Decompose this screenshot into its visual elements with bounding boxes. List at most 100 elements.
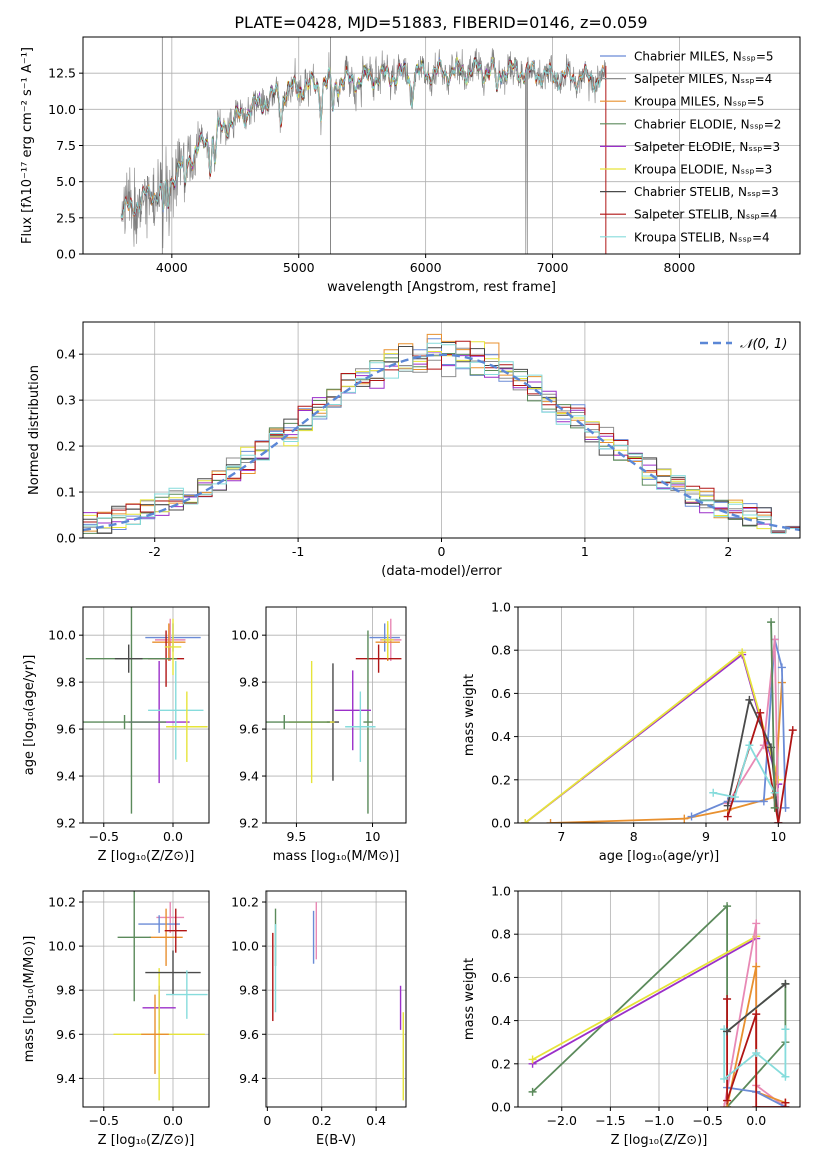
mass-weight-marker <box>752 962 761 971</box>
legend-label: Salpeter MILES, Nₛₛₚ=4 <box>634 72 772 86</box>
plot-marks <box>528 902 790 1107</box>
x-tick-label: 7 <box>557 829 565 844</box>
y-tick-label: 0.1 <box>56 485 76 500</box>
y-tick-label: 0.2 <box>56 439 76 454</box>
mass-weight-marker <box>723 1096 732 1105</box>
x-axis-label: Z [log₁₀(Z/Z⊙)] <box>611 1133 708 1148</box>
mass-weight-marker <box>723 1027 732 1036</box>
x-tick-label: 10 <box>365 829 381 844</box>
y-tick-label: 10.0 <box>48 628 76 643</box>
x-axis-label: age [log₁₀(age/yr)] <box>599 849 720 864</box>
y-tick-label: 9.2 <box>56 816 76 831</box>
mass-weight-marker <box>759 797 768 806</box>
mass-weight-marker <box>752 1049 761 1057</box>
mass-weight-marker <box>752 1103 761 1107</box>
mass-weight-vs-age-plot: 7 8 9 10 0.0 0.2 0.4 0.6 0.8 1.0 age [log₁₀(age/yr… <box>462 600 801 864</box>
x-tick-label: -1 <box>292 544 304 559</box>
residuals-legend: 𝒩(0, 1) <box>700 337 787 352</box>
chart-panels: 4000 5000 6000 7000 80000.02.55.07.510.012.5… <box>20 36 801 1148</box>
mass-weight-marker <box>709 788 718 797</box>
mass-weight-marker <box>759 741 768 750</box>
axes-frame <box>82 36 801 255</box>
x-tick-label: −0.5 <box>692 1113 722 1128</box>
y-tick-label: 9.8 <box>56 675 76 690</box>
mass-weight-marker <box>528 1055 537 1064</box>
y-tick-label: 0.0 <box>491 1100 511 1115</box>
mass-weight-line <box>691 639 787 818</box>
x-tick-label: 7000 <box>537 260 569 275</box>
age-vs-metallicity-plot: −0.5 0.0 9.2 9.4 9.6 9.8 10.0 Z [log₁₀(Z/Z⊙)] ag… <box>22 606 210 864</box>
legend-label: Kroupa ELODIE, Nₛₛₚ=3 <box>634 163 772 177</box>
y-axis-label: Normed distribution <box>27 365 42 495</box>
plot-area <box>266 607 406 823</box>
mass-weight-marker <box>756 708 765 717</box>
x-tick-label: 0 <box>438 544 446 559</box>
y-tick-label: 1.0 <box>491 600 511 615</box>
model-spectrum-line <box>120 58 604 220</box>
mass-weight-marker <box>781 803 790 812</box>
y-axis-label: mass weight <box>462 958 477 1040</box>
y-tick-label: 0.4 <box>491 1013 511 1028</box>
y-tick-label: 9.8 <box>56 983 76 998</box>
y-axis-label: mass [log₁₀(M/M⊙)] <box>22 936 37 1063</box>
mass-weight-marker <box>781 979 790 988</box>
mass-vs-reddening-plot: 0 0.2 0.4 9.4 9.6 9.8 10.0 10.2 E(B-V) <box>231 890 407 1148</box>
mass-weight-marker <box>723 812 732 821</box>
spectrum-legend: Chabrier MILES, Nₛₛₚ=5 Salpeter MILES, Nₛ… <box>600 50 781 244</box>
y-axis-label: age [log₁₀(age/yr)] <box>22 655 37 776</box>
y-tick-label: 0.4 <box>491 729 511 744</box>
mass-weight-marker <box>788 726 797 735</box>
x-tick-label: 0.4 <box>366 1113 386 1128</box>
y-tick-label: 9.4 <box>239 769 259 784</box>
mass-weight-marker <box>767 618 776 627</box>
mass-weight-marker <box>781 1098 790 1107</box>
x-axis-label: E(B-V) <box>316 1133 356 1148</box>
y-tick-label: 10.2 <box>48 895 76 910</box>
axes-frame <box>265 606 407 824</box>
residuals-histogram: -2 -1 0 1 2 0.0 0.1 0.2 0.3 0.4 (data-model)/error… <box>27 321 801 579</box>
mass-weight-vs-metallicity-plot: −2.0 −1.5 −1.0 −0.5 0.0 0.0 0.2 0.4 0.6 0.8 1.0 Z [… <box>462 884 801 1148</box>
axes-frame <box>265 890 407 1108</box>
legend-label: Chabrier MILES, Nₛₛₚ=5 <box>634 50 774 64</box>
x-tick-label: 8000 <box>664 260 696 275</box>
mass-weight-marker <box>781 1025 790 1034</box>
y-tick-label: 9.6 <box>239 722 259 737</box>
x-tick-label: 2 <box>724 544 732 559</box>
mass-vs-metallicity-plot: −0.5 0.0 9.4 9.6 9.8 10.0 10.2 Z [log₁₀(Z/Z⊙)] m… <box>22 890 210 1148</box>
plot-marks <box>272 902 404 1101</box>
x-tick-label: −0.5 <box>89 1113 119 1128</box>
normal-reference-curve <box>83 353 800 532</box>
mass-weight-marker <box>723 902 732 911</box>
x-tick-label: 0.0 <box>163 829 183 844</box>
mass-weight-marker <box>777 663 786 672</box>
y-tick-label: 10.2 <box>231 895 259 910</box>
plot-marks <box>120 37 607 254</box>
x-tick-label: 9.5 <box>286 829 306 844</box>
x-tick-label: −0.5 <box>89 829 119 844</box>
x-tick-label: -2 <box>148 544 160 559</box>
plot-area <box>83 607 209 823</box>
axes-frame <box>82 321 801 539</box>
mass-weight-line <box>726 639 780 823</box>
mass-weight-marker <box>723 995 732 1003</box>
mass-weight-marker <box>528 1087 537 1096</box>
x-tick-label: 5000 <box>283 260 315 275</box>
x-axis-label: wavelength [Angstrom, rest frame] <box>327 280 556 295</box>
mass-weight-marker <box>752 1010 761 1019</box>
y-tick-label: 9.6 <box>56 1027 76 1042</box>
x-tick-label: 0.0 <box>746 1113 766 1128</box>
legend-label: Chabrier STELIB, Nₛₛₚ=3 <box>634 185 779 199</box>
x-tick-label: −1.0 <box>644 1113 674 1128</box>
y-tick-label: 9.4 <box>239 1071 259 1086</box>
mass-weight-marker <box>745 741 754 750</box>
y-tick-label: 7.5 <box>56 138 76 153</box>
mass-weight-line <box>532 937 757 1065</box>
y-tick-label: 9.2 <box>239 816 259 831</box>
axes-frame <box>82 606 210 824</box>
legend-label: Salpeter ELODIE, Nₛₛₚ=3 <box>634 140 780 154</box>
x-axis-label: (data-model)/error <box>381 564 502 579</box>
y-axis-label: Flux [fλ10⁻¹⁷ erg cm⁻² s⁻¹ A⁻¹] <box>20 47 35 244</box>
y-tick-label: 10.0 <box>231 939 259 954</box>
y-tick-label: 5.0 <box>56 174 76 189</box>
x-tick-label: 8 <box>630 829 638 844</box>
